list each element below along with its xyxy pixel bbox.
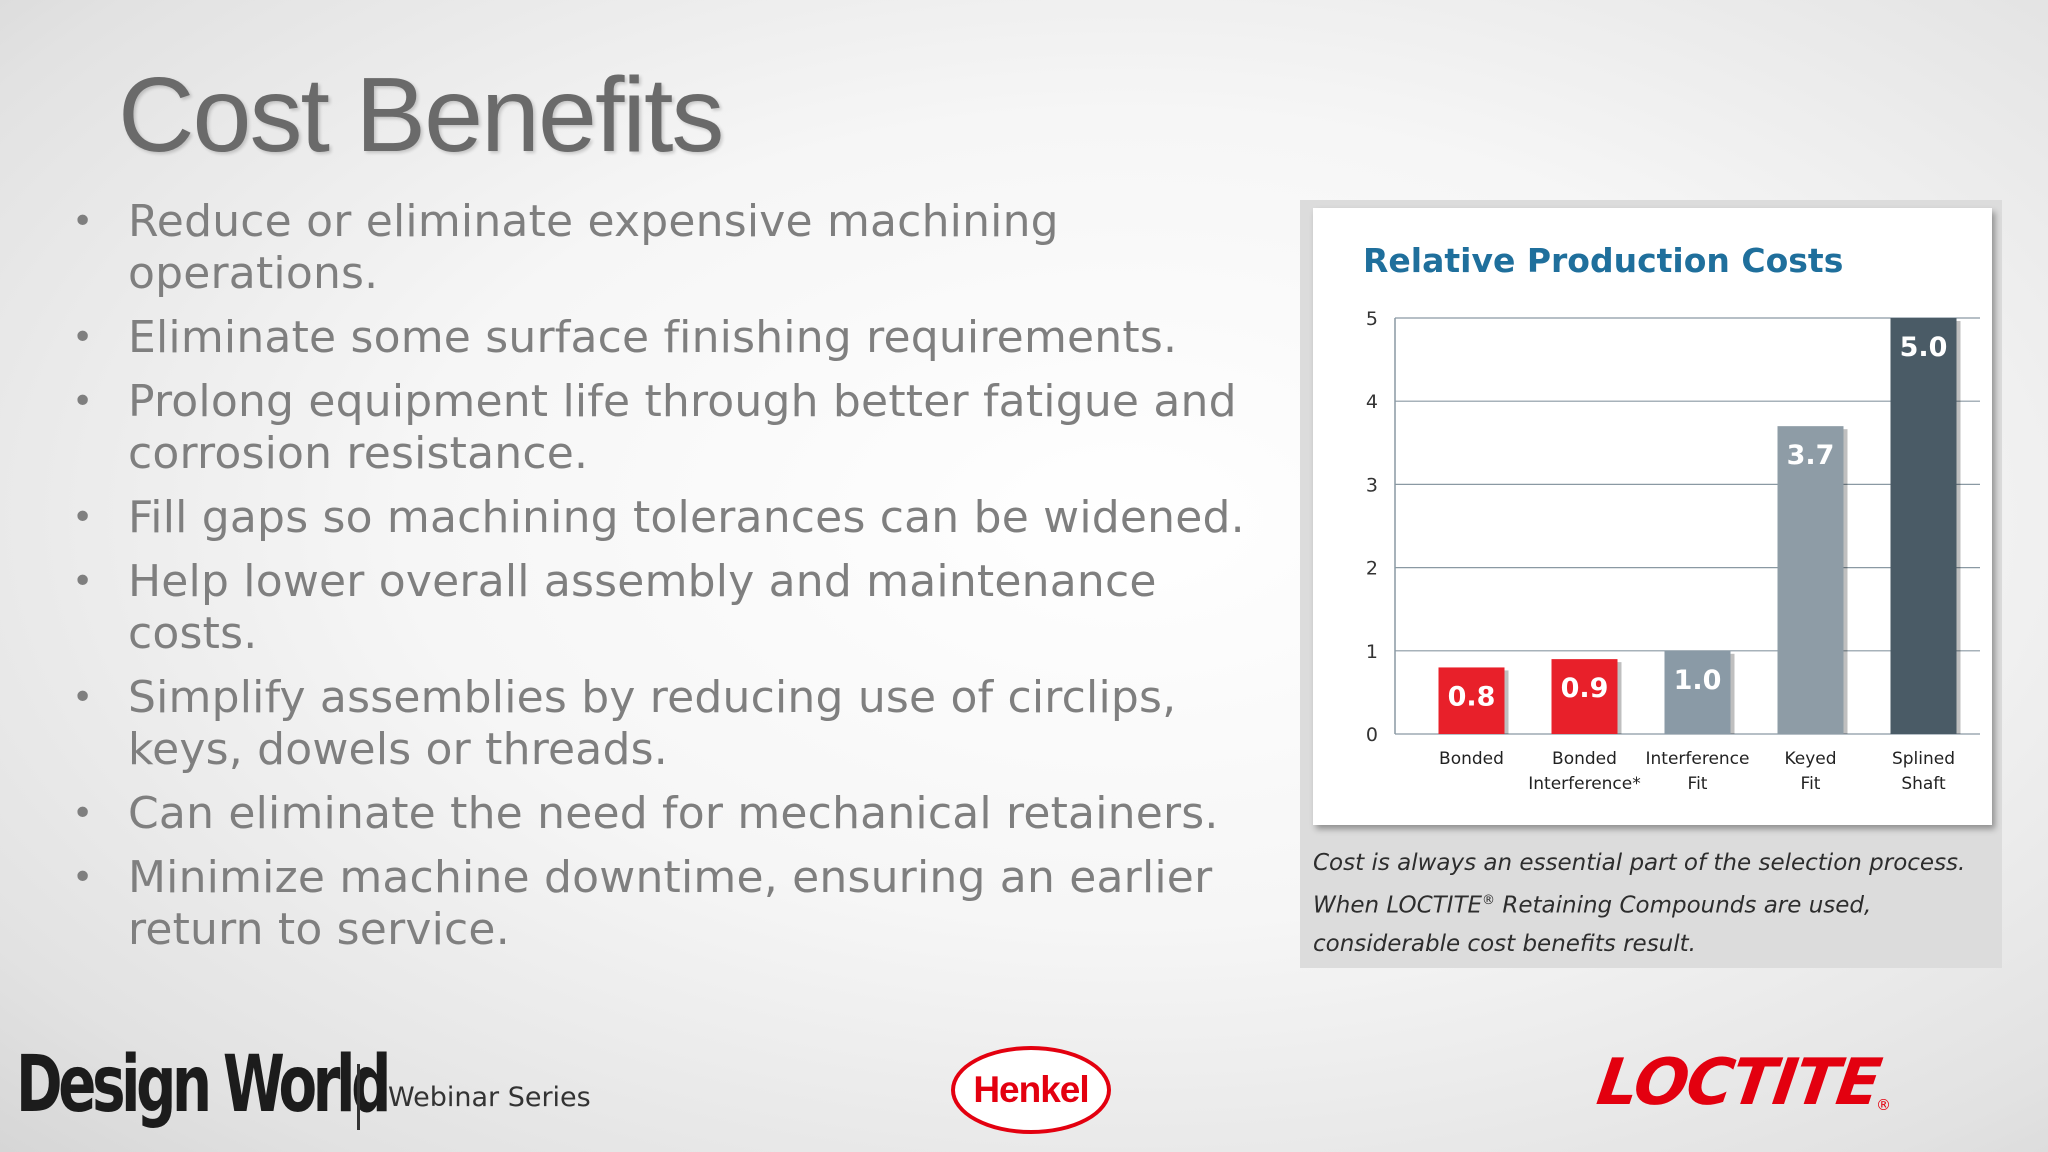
x-tick-label: Interference* <box>1528 774 1641 794</box>
bullet-text-line: costs. <box>128 608 258 659</box>
bullet-list: • Reduce or eliminate expensive machining… <box>64 196 1264 968</box>
y-tick-label: 4 <box>1366 391 1378 413</box>
bullet-item: • Can eliminate the need for mechanical r… <box>64 788 1264 840</box>
bar <box>1890 318 1957 734</box>
bullet-item: • Help lower overall assembly and mainten… <box>64 556 1264 660</box>
x-tick-label: Fit <box>1801 774 1821 794</box>
webinar-series-label: Webinar Series <box>388 1082 591 1113</box>
bar <box>1551 659 1618 734</box>
bar <box>1438 667 1505 734</box>
bullet-text-line: Help lower overall assembly and maintena… <box>128 556 1157 607</box>
chart-figure: Relative Production Costs 0 1 2 3 4 5 0.8 Bonded… <box>1300 200 2002 968</box>
design-world-logo: Design World <box>16 1040 391 1130</box>
chart-card: Relative Production Costs 0 1 2 3 4 5 0.8 Bonded… <box>1313 208 1992 825</box>
x-tick-label: Interference <box>1645 749 1749 769</box>
henkel-logo-text: Henkel <box>973 1069 1089 1110</box>
caption-line-1: Cost is always an essential part of the … <box>1313 850 1966 876</box>
y-tick-label: 2 <box>1366 558 1378 580</box>
henkel-logo: Henkel <box>951 1046 1111 1134</box>
bullet-dot-icon: • <box>72 561 94 602</box>
bullet-item: • Fill gaps so machining tolerances can b… <box>64 492 1264 544</box>
bar-value-label: 0.8 <box>1448 681 1496 712</box>
bullet-item: • Eliminate some surface finishing requir… <box>64 312 1264 364</box>
bullet-text-line: corrosion resistance. <box>128 428 589 479</box>
bullet-item: • Reduce or eliminate expensive machining… <box>64 196 1264 300</box>
bullet-item: • Prolong equipment life through better f… <box>64 376 1264 480</box>
chart-caption: Cost is always an essential part of the … <box>1313 844 1973 963</box>
bullet-dot-icon: • <box>72 857 94 898</box>
bullet-text-line: Can eliminate the need for mechanical re… <box>128 788 1219 839</box>
caption-line-3: considerable cost benefits result. <box>1313 930 1696 957</box>
caption-line-2a: When LOCTITE <box>1313 892 1483 919</box>
bullet-text-line: Fill gaps so machining tolerances can be… <box>128 492 1245 543</box>
bullet-text-line: Minimize machine downtime, ensuring an e… <box>128 852 1213 903</box>
x-tick-label: Splined <box>1892 749 1955 769</box>
caption-registered-mark: ® <box>1482 893 1496 908</box>
bullet-dot-icon: • <box>72 497 94 538</box>
bar <box>1777 426 1844 734</box>
y-tick-label: 0 <box>1366 724 1378 746</box>
bar-value-label: 5.0 <box>1900 332 1948 363</box>
bullet-dot-icon: • <box>72 793 94 834</box>
bullet-text-line: Reduce or eliminate expensive machining <box>128 196 1059 247</box>
bullet-text-line: Simplify assemblies by reducing use of c… <box>128 672 1177 723</box>
bullet-text-line: keys, dowels or threads. <box>128 724 668 775</box>
y-tick-label: 3 <box>1366 474 1378 496</box>
bullet-item: • Simplify assemblies by reducing use of … <box>64 672 1264 776</box>
bar-value-label: 1.0 <box>1674 665 1722 696</box>
footer-divider <box>357 1064 360 1130</box>
bar-value-label: 0.9 <box>1561 673 1609 704</box>
bullet-item: • Minimize machine downtime, ensuring an … <box>64 852 1264 956</box>
bullet-dot-icon: • <box>72 201 94 242</box>
loctite-logo: LOCTITE <box>1592 1046 1884 1120</box>
y-tick-label: 1 <box>1366 641 1378 663</box>
x-tick-label: Fit <box>1688 774 1708 794</box>
x-tick-label: Bonded <box>1552 749 1617 769</box>
x-tick-label: Shaft <box>1901 774 1946 794</box>
bullet-dot-icon: • <box>72 381 94 422</box>
x-tick-label: Keyed <box>1784 749 1836 769</box>
bar <box>1664 650 1731 734</box>
x-tick-label: Bonded <box>1439 749 1504 769</box>
bullet-text-line: return to service. <box>128 904 510 955</box>
bullet-dot-icon: • <box>72 317 94 358</box>
slide-title: Cost Benefits <box>118 56 724 174</box>
bullet-text-line: Eliminate some surface finishing require… <box>128 312 1178 363</box>
caption-line-2: When LOCTITE® Retaining Compounds are us… <box>1313 882 1973 925</box>
relative-production-costs-chart: Relative Production Costs 0 1 2 3 4 5 0.8 Bonded… <box>1363 241 1980 794</box>
chart-title: Relative Production Costs <box>1363 241 1843 280</box>
bullet-dot-icon: • <box>72 677 94 718</box>
caption-line-2b: Retaining Compounds are used, <box>1495 892 1872 919</box>
bullet-text-line: Prolong equipment life through better fa… <box>128 376 1237 427</box>
bullet-text-line: operations. <box>128 248 379 299</box>
bar-value-label: 3.7 <box>1787 440 1835 471</box>
y-tick-label: 5 <box>1366 308 1378 330</box>
loctite-registered-mark: ® <box>1876 1096 1891 1114</box>
